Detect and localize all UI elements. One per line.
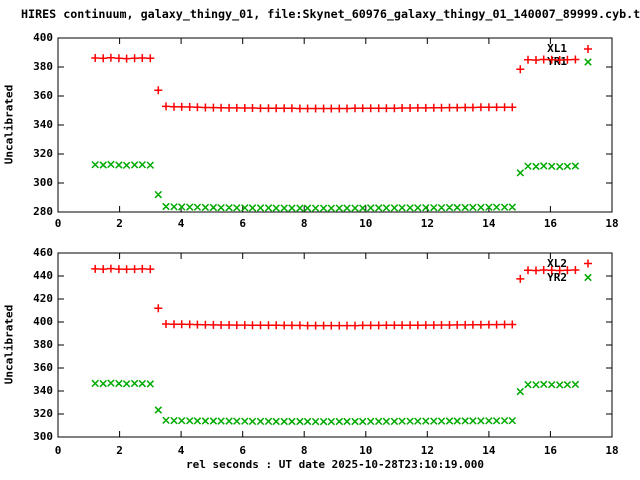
x-tick-label: 0 — [54, 217, 62, 230]
series-YR2-points — [91, 379, 580, 426]
y-tick-label: 400 — [33, 315, 53, 328]
series-YR1-points — [91, 160, 580, 212]
y-tick-label: 420 — [33, 292, 53, 305]
y-tick-label: 340 — [33, 118, 53, 131]
legend-marker-cross-icon — [584, 58, 592, 66]
x-tick-label: 6 — [239, 444, 246, 457]
x-tick-label: 16 — [543, 217, 558, 230]
x-tick-label: 4 — [177, 444, 185, 457]
y-tick-label: 440 — [33, 269, 53, 282]
x-tick-label: 2 — [116, 444, 123, 457]
y-tick-label: 380 — [33, 338, 53, 351]
y-tick-label: 280 — [33, 205, 53, 218]
y-tick-label: 460 — [33, 246, 53, 259]
x-tick-label: 14 — [482, 444, 496, 457]
x-tick-label: 16 — [543, 444, 558, 457]
x-tick-label: 12 — [420, 217, 434, 230]
legend-marker-cross-icon — [584, 273, 592, 282]
y-tick-label: 380 — [33, 60, 53, 73]
legend-label-YR1: YR1 — [547, 55, 567, 68]
x-axis-label: rel seconds : UT date 2025-10-28T23:10:1… — [185, 458, 484, 471]
x-tick-label: 10 — [359, 217, 373, 230]
y-tick-label: 300 — [33, 176, 53, 189]
x-tick-label: 0 — [54, 444, 62, 457]
legend-marker-plus-icon — [584, 259, 592, 268]
y-tick-label: 320 — [33, 407, 53, 420]
x-tick-label: 18 — [605, 217, 619, 230]
x-tick-label: 2 — [116, 217, 123, 230]
legend-label-XL1: XL1 — [547, 42, 567, 55]
x-tick-label: 10 — [359, 444, 373, 457]
x-tick-label: 12 — [420, 444, 434, 457]
y-tick-label: 400 — [33, 31, 53, 44]
x-tick-label: 14 — [482, 217, 496, 230]
x-tick-label: 6 — [239, 217, 246, 230]
x-tick-label: 18 — [605, 444, 619, 457]
y-tick-label: 320 — [33, 147, 53, 160]
legend-label-YR2: YR2 — [547, 270, 567, 284]
x-tick-label: 8 — [300, 217, 308, 230]
plot-title: HIRES continuum, galaxy_thingy_01, file:… — [21, 7, 640, 21]
legend-marker-plus-icon — [584, 45, 592, 53]
y-tick-label: 360 — [33, 89, 53, 102]
x-tick-label: 4 — [177, 217, 185, 230]
y-tick-label: 360 — [33, 361, 53, 374]
x-tick-label: 8 — [300, 444, 308, 457]
y-tick-label: 300 — [33, 430, 53, 443]
legend-label-XL2: XL2 — [547, 256, 567, 270]
y-tick-label: 340 — [33, 384, 53, 397]
